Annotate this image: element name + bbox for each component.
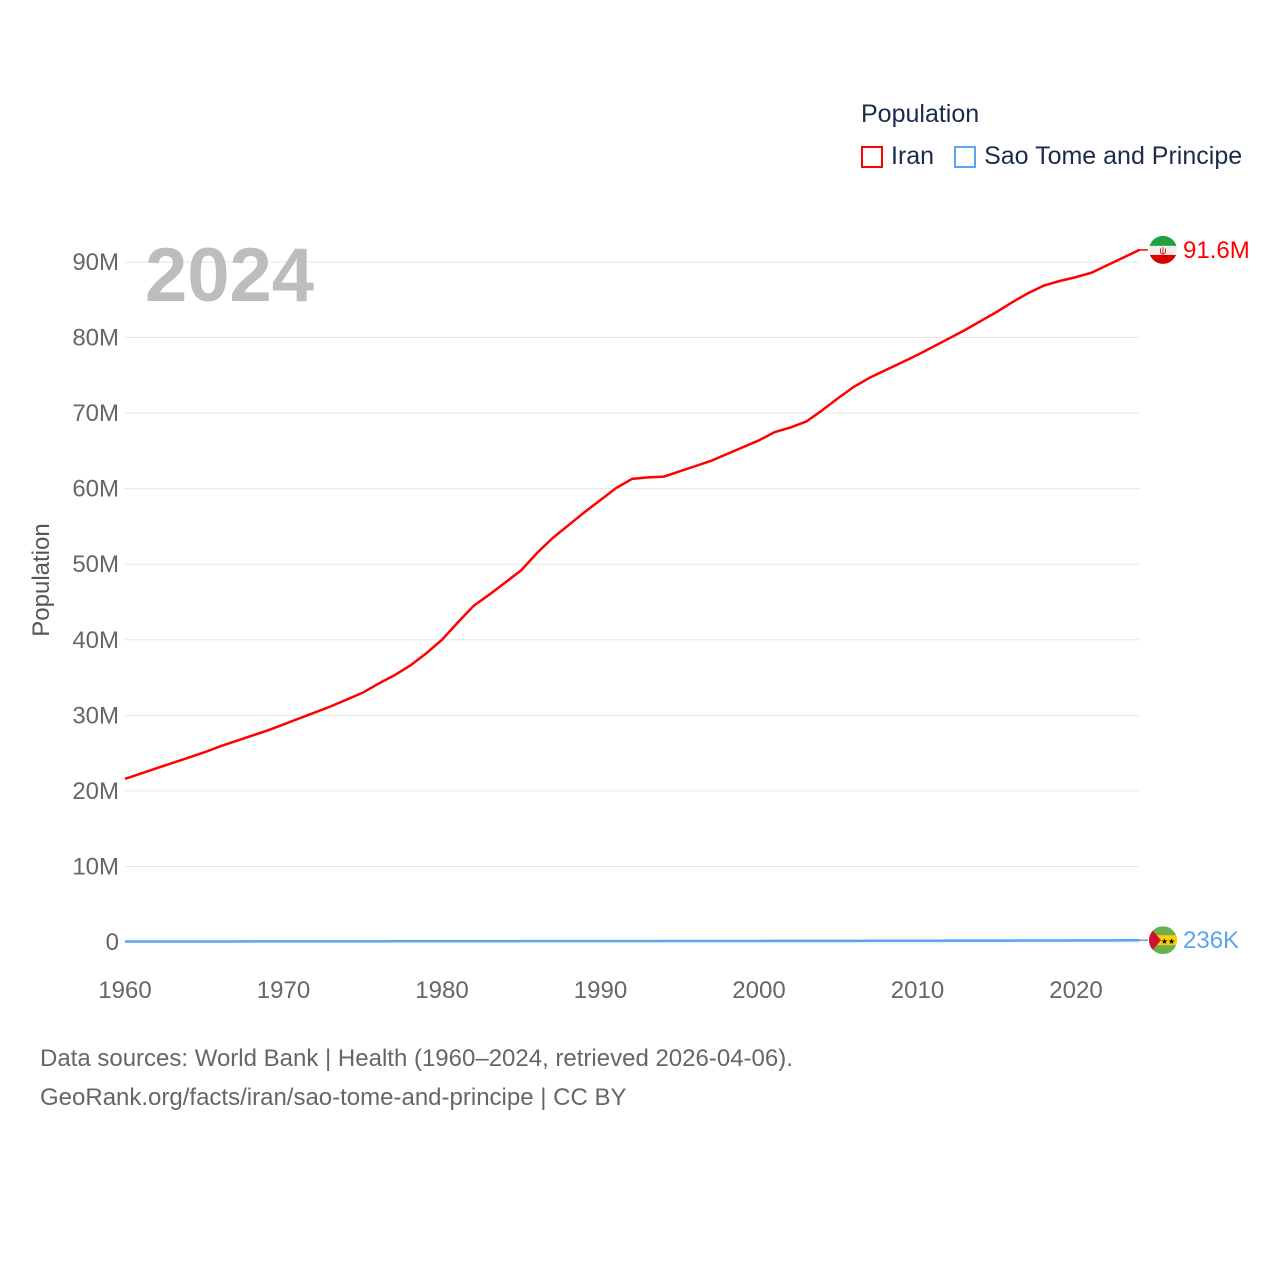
series-line-iran (124, 248, 1140, 780)
y-tick-label: 30M (72, 702, 119, 729)
y-tick-label: 50M (72, 551, 119, 578)
end-value-label: 236K (1183, 927, 1239, 954)
series-line-sao-tome (124, 938, 1140, 943)
legend-label: Sao Tome and Principe (984, 142, 1243, 170)
legend-swatch (954, 145, 977, 168)
x-tick-label: 1970 (257, 977, 310, 1004)
x-tick-label: 1960 (98, 977, 151, 1004)
year-display: 2024 (145, 233, 315, 318)
svg-text:★★: ★★ (1161, 937, 1175, 946)
x-tick-label: 2010 (891, 977, 944, 1004)
y-tick-label: 60M (72, 476, 119, 503)
y-tick-label: 0 (106, 929, 119, 956)
x-tick-label: 1980 (415, 977, 468, 1004)
x-tick-label: 2000 (732, 977, 785, 1004)
y-tick-label: 20M (72, 778, 119, 805)
legend-swatch (861, 145, 883, 168)
iran-flag-icon: ψ (1149, 235, 1177, 264)
y-tick-label: 10M (72, 853, 119, 880)
legend-item-sao-tome[interactable]: Sao Tome and Principe (954, 142, 1242, 171)
y-tick-label: 90M (72, 249, 119, 276)
legend-item-iran[interactable]: Iran (861, 142, 934, 171)
footer-link[interactable]: GeoRank.org/facts/iran/sao-tome-and-prin… (40, 1084, 627, 1111)
x-tick-label: 1990 (574, 977, 627, 1004)
y-axis-label: Population (28, 523, 55, 637)
footer-sources: Data sources: World Bank | Health (1960–… (40, 1045, 793, 1072)
legend-label: Iran (891, 142, 935, 170)
end-value-label: 91.6M (1183, 237, 1250, 264)
svg-text:ψ: ψ (1159, 246, 1166, 257)
x-tick-label: 2020 (1049, 977, 1102, 1004)
y-tick-label: 70M (72, 400, 119, 427)
y-tick-label: 80M (72, 325, 119, 352)
sao-tome-flag-icon: ★★ (1149, 926, 1177, 955)
legend-title: Population (861, 100, 980, 128)
legend: Iran Sao Tome and Principe (861, 142, 1262, 171)
y-tick-label: 40M (72, 627, 119, 654)
